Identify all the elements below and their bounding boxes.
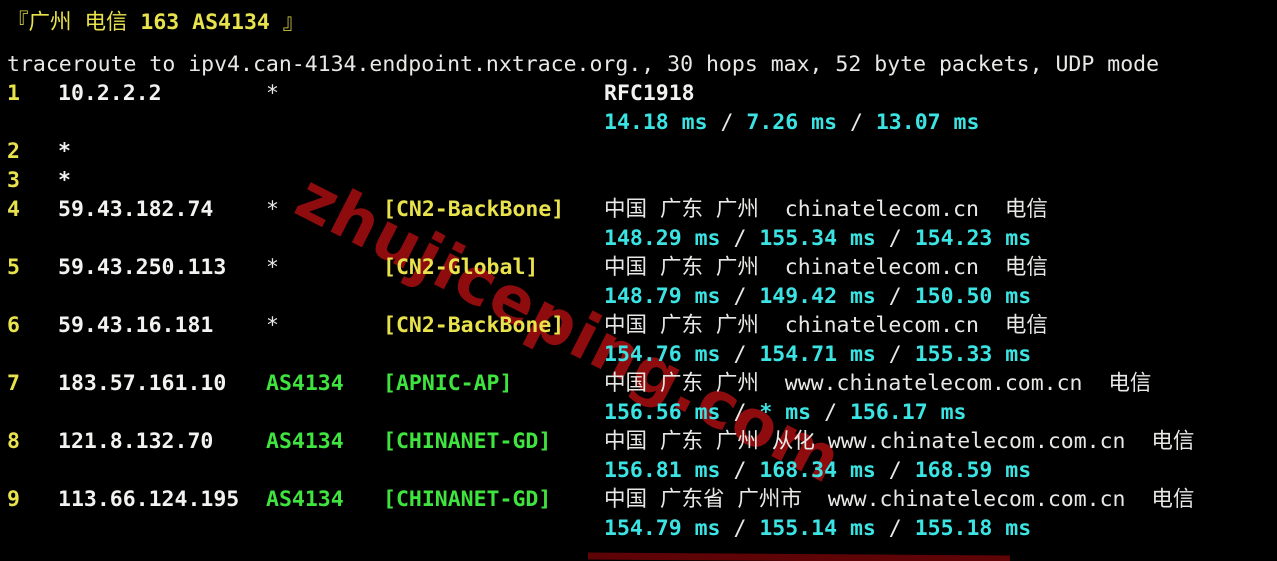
hop-row-1: 1 10.2.2.2 * RFC1918 [0,79,1277,108]
hop-geo: 中国 广东 广州 www.chinatelecom.com.cn 电信 [604,371,1152,396]
node-title: 『广州 电信 163 AS4134 』 [0,8,1277,38]
node-title-suffix: 』 [269,10,305,35]
hop-number: 5 [7,255,20,280]
hop-asn: * [266,255,279,280]
hop-number: 1 [7,81,20,106]
hop-asn: * [266,313,279,338]
hop-geo: 中国 广东 广州 从化 www.chinatelecom.com.cn 电信 [604,429,1195,454]
hop-number: 8 [7,429,20,454]
hop-network-tag: [CN2-Global] [383,255,539,280]
hop-row-2: 2 * [0,137,1277,166]
hop-rtt: 156.56 ms / * ms / 156.17 ms [604,400,967,425]
hop-row-6: 6 59.43.16.181 * [CN2-BackBone] 中国 广东 广州… [0,311,1277,340]
hop-rtt: 148.79 ms / 149.42 ms / 150.50 ms [604,284,1032,309]
hop-row-7: 7 183.57.161.10 AS4134 [APNIC-AP] 中国 广东 … [0,369,1277,398]
hop-rtt-row-1: 14.18 ms / 7.26 ms / 13.07 ms [0,108,1277,137]
hop-timeout: * [58,139,71,164]
hop-ip: 121.8.132.70 [58,429,214,454]
hop-geo: 中国 广东 广州 chinatelecom.cn 电信 [604,255,1048,280]
hop-ip: 183.57.161.10 [58,371,227,396]
hop-timeout: * [58,168,71,193]
hop-network-tag: [CN2-BackBone] [383,313,565,338]
hop-asn: AS4134 [266,487,344,512]
traceroute-output: 『广州 电信 163 AS4134 』 traceroute to ipv4.c… [0,8,1277,543]
hop-number: 2 [7,139,20,164]
hop-number: 6 [7,313,20,338]
node-title-prefix: 『广州 电信 [7,10,141,35]
hop-rtt: 154.76 ms / 154.71 ms / 155.33 ms [604,342,1032,367]
hop-geo: RFC1918 [604,81,695,106]
hop-geo: 中国 广东 广州 chinatelecom.cn 电信 [604,313,1048,338]
hop-asn: AS4134 [266,371,344,396]
hop-number: 9 [7,487,20,512]
hop-geo: 中国 广东省 广州市 www.chinatelecom.com.cn 电信 [604,487,1195,512]
hop-asn: AS4134 [266,429,344,454]
hop-network-tag: [CN2-BackBone] [383,197,565,222]
hop-rtt-row-8: 156.81 ms / 168.34 ms / 168.59 ms [0,456,1277,485]
hop-rtt: 14.18 ms / 7.26 ms / 13.07 ms [604,110,980,135]
hop-row-8: 8 121.8.132.70 AS4134 [CHINANET-GD] 中国 广… [0,427,1277,456]
hop-asn: * [266,197,279,222]
hop-ip: 10.2.2.2 [58,81,162,106]
hop-ip: 59.43.16.181 [58,313,214,338]
hop-rtt-row-7: 156.56 ms / * ms / 156.17 ms [0,398,1277,427]
hop-number: 7 [7,371,20,396]
hop-asn: * [266,81,279,106]
hop-rtt: 156.81 ms / 168.34 ms / 168.59 ms [604,458,1032,483]
hop-network-tag: [APNIC-AP] [383,371,513,396]
hop-ip: 113.66.124.195 [58,487,240,512]
hop-geo: 中国 广东 广州 chinatelecom.cn 电信 [604,197,1048,222]
hop-number: 3 [7,168,20,193]
hop-network-tag: [CHINANET-GD] [383,429,552,454]
hop-network-tag: [CHINANET-GD] [383,487,552,512]
hop-row-4: 4 59.43.182.74 * [CN2-BackBone] 中国 广东 广州… [0,195,1277,224]
traceroute-header: traceroute to ipv4.can-4134.endpoint.nxt… [7,52,1160,77]
watermark-bottom-strip [587,552,1011,561]
hop-ip: 59.43.250.113 [58,255,227,280]
hop-rtt-row-9: 154.79 ms / 155.14 ms / 155.18 ms [0,514,1277,543]
hop-rtt: 148.29 ms / 155.34 ms / 154.23 ms [604,226,1032,251]
hop-rtt-row-6: 154.76 ms / 154.71 ms / 155.33 ms [0,340,1277,369]
hop-number: 4 [7,197,20,222]
hop-rtt: 154.79 ms / 155.14 ms / 155.18 ms [604,516,1032,541]
hop-row-9: 9 113.66.124.195 AS4134 [CHINANET-GD] 中国… [0,485,1277,514]
hop-row-5: 5 59.43.250.113 * [CN2-Global] 中国 广东 广州 … [0,253,1277,282]
hop-rtt-row-5: 148.79 ms / 149.42 ms / 150.50 ms [0,282,1277,311]
hop-row-3: 3 * [0,166,1277,195]
node-title-asn: 163 AS4134 [140,10,270,35]
hop-ip: 59.43.182.74 [58,197,214,222]
hop-rtt-row-4: 148.29 ms / 155.34 ms / 154.23 ms [0,224,1277,253]
